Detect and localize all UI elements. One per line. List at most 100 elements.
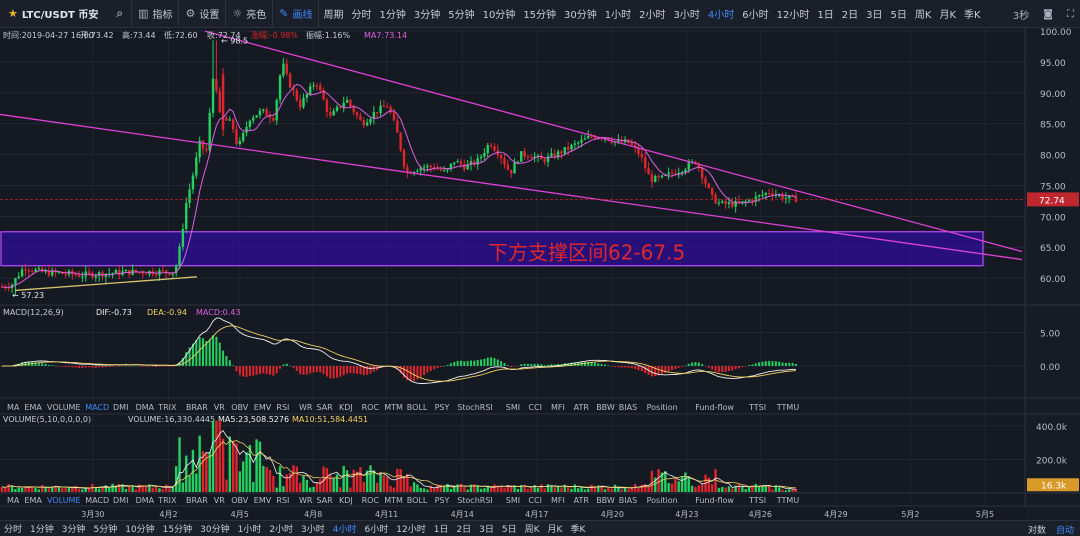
volume-indicator-tab[interactable]: ROC	[362, 496, 380, 505]
bottom-period-option[interactable]: 季K	[570, 525, 586, 535]
indicator-tab[interactable]: KDJ	[339, 403, 353, 412]
period-option[interactable]: 1分钟	[379, 10, 406, 21]
indicator-tab[interactable]: PSY	[435, 403, 450, 412]
indicator-tab[interactable]: Position	[647, 403, 678, 412]
fullscreen-icon[interactable]: ⛶	[1067, 8, 1074, 20]
period-option[interactable]: 4小时	[707, 10, 735, 21]
volume-indicator-tab[interactable]: TTMU	[776, 496, 800, 505]
indicator-tab[interactable]: MTM	[384, 403, 403, 412]
volume-indicator-tab[interactable]: VR	[214, 496, 225, 505]
volume-indicator-tab[interactable]: Fund-flow	[695, 496, 734, 505]
indicator-tab[interactable]: SAR	[316, 403, 333, 412]
volume-indicator-tab[interactable]: SAR	[316, 496, 333, 505]
volume-indicator-tab[interactable]: BIAS	[619, 496, 637, 505]
volume-indicator-tab[interactable]: MA	[7, 496, 20, 505]
volume-indicator-tab[interactable]: RSI	[276, 496, 289, 505]
tool-button-sun[interactable]: ☼ 亮色	[226, 0, 274, 28]
bottom-period-option[interactable]: 周K	[524, 525, 540, 535]
indicator-tab[interactable]: EMV	[254, 403, 272, 412]
bottom-period-option[interactable]: 3日	[479, 525, 494, 535]
indicator-tab[interactable]: VR	[214, 403, 225, 412]
volume-indicator-tab[interactable]: EMV	[254, 496, 272, 505]
chart-area[interactable]: 100.00 95.00 90.00 85.00 80.00 75.00 70.00 65.0…	[0, 28, 1080, 520]
volume-indicator-tab[interactable]: BBW	[596, 496, 615, 505]
volume-indicator-tab[interactable]: VOLUME	[47, 496, 81, 505]
indicator-tab[interactable]: DMI	[113, 403, 128, 412]
bottom-period-option[interactable]: 1小时	[237, 525, 262, 535]
period-option[interactable]: 3分钟	[413, 10, 441, 21]
period-option[interactable]: 5日	[890, 10, 907, 21]
search-icon[interactable]: ⌕	[116, 6, 124, 20]
period-option[interactable]: 12小时	[776, 10, 810, 21]
bottom-period-option[interactable]: 12小时	[396, 525, 426, 535]
period-option[interactable]: 季K	[964, 10, 981, 21]
indicator-tab[interactable]: MFI	[551, 403, 565, 412]
volume-indicator-tab[interactable]: MTM	[384, 496, 403, 505]
bottom-period-option[interactable]: 1分钟	[30, 525, 54, 535]
bottom-period-option[interactable]: 1日	[433, 525, 449, 535]
indicator-tab[interactable]: BOLL	[407, 403, 428, 412]
volume-indicator-tab[interactable]: ATR	[574, 496, 590, 505]
period-option[interactable]: 周K	[914, 10, 932, 21]
volume-indicator-tab[interactable]: KDJ	[339, 496, 353, 505]
indicator-tab[interactable]: BIAS	[619, 403, 637, 412]
indicator-tab[interactable]: MA	[7, 403, 20, 412]
volume-indicator-tab[interactable]: TTSI	[748, 496, 766, 505]
bottom-period-option[interactable]: 2小时	[269, 525, 294, 535]
tool-button-bar-chart[interactable]: ▥ 指标	[132, 0, 180, 28]
indicator-tab[interactable]: VOLUME	[47, 403, 81, 412]
tool-button-pencil[interactable]: ✎ 画线	[273, 0, 320, 28]
bottom-period-option[interactable]: 15分钟	[162, 525, 193, 535]
volume-indicator-tab[interactable]: PSY	[435, 496, 450, 505]
period-option[interactable]: 3小时	[673, 10, 700, 21]
indicator-tab[interactable]: WR	[299, 403, 313, 412]
period-option[interactable]: 30分钟	[564, 10, 597, 21]
indicator-tab[interactable]: RSI	[276, 403, 289, 412]
period-option[interactable]: 1日	[817, 10, 834, 21]
bottom-period-option[interactable]: 5分钟	[93, 525, 118, 535]
indicator-tab[interactable]: OBV	[231, 403, 249, 412]
tool-button-gear[interactable]: ⚙ 设置	[179, 0, 227, 28]
period-option[interactable]: 月K	[939, 10, 957, 21]
volume-indicator-tab[interactable]: BRAR	[186, 496, 208, 505]
bottom-period-option[interactable]: 4小时	[332, 525, 357, 535]
bottom-period-option[interactable]: 分时	[4, 525, 23, 535]
bottom-period-option[interactable]: 5日	[501, 525, 517, 535]
indicator-tab[interactable]: DMA	[136, 403, 155, 412]
volume-indicator-tab[interactable]: DMA	[136, 496, 155, 505]
volume-indicator-tab[interactable]: MFI	[551, 496, 565, 505]
indicator-tab[interactable]: CCI	[528, 403, 542, 412]
volume-indicator-tab[interactable]: DMI	[113, 496, 128, 505]
bottom-period-option[interactable]: 3小时	[301, 525, 325, 535]
indicator-tab[interactable]: BRAR	[186, 403, 208, 412]
period-option[interactable]: 2日	[841, 10, 859, 21]
bottom-period-option[interactable]: 6小时	[364, 525, 389, 535]
volume-indicator-tab[interactable]: StochRSI	[457, 496, 493, 505]
volume-indicator-tab[interactable]: SMI	[506, 496, 520, 505]
log-scale-toggle[interactable]: 对数	[1027, 525, 1046, 536]
volume-indicator-tab[interactable]: WR	[299, 496, 313, 505]
indicator-tab[interactable]: EMA	[24, 403, 42, 412]
volume-indicator-tab[interactable]: EMA	[24, 496, 42, 505]
indicator-tab[interactable]: TRIX	[157, 403, 177, 412]
bottom-period-option[interactable]: 3分钟	[61, 525, 86, 535]
indicator-tab[interactable]: ROC	[362, 403, 380, 412]
indicator-tab[interactable]: StochRSI	[457, 403, 493, 412]
volume-indicator-tab[interactable]: MACD	[85, 496, 109, 505]
bottom-period-option[interactable]: 30分钟	[200, 525, 230, 535]
camera-icon[interactable]: ◙	[1043, 8, 1053, 20]
volume-indicator-tab[interactable]: CCI	[528, 496, 542, 505]
favorite-star-icon[interactable]: ★	[8, 7, 18, 20]
volume-indicator-tab[interactable]: TRIX	[157, 496, 177, 505]
bottom-period-option[interactable]: 月K	[547, 525, 563, 535]
volume-indicator-tab[interactable]: Position	[647, 496, 678, 505]
indicator-tab[interactable]: SMI	[506, 403, 520, 412]
period-option[interactable]: 10分钟	[482, 10, 516, 21]
bottom-period-option[interactable]: 2日	[456, 525, 472, 535]
indicator-tab[interactable]: BBW	[596, 403, 615, 412]
auto-scale-toggle[interactable]: 自动	[1055, 525, 1074, 536]
bottom-period-option[interactable]: 10分钟	[125, 525, 155, 535]
period-option[interactable]: 5分钟	[448, 10, 475, 21]
symbol-selector[interactable]: ★ LTC/USDT 币安 ⌕	[0, 0, 133, 28]
period-option[interactable]: 3日	[866, 10, 883, 21]
